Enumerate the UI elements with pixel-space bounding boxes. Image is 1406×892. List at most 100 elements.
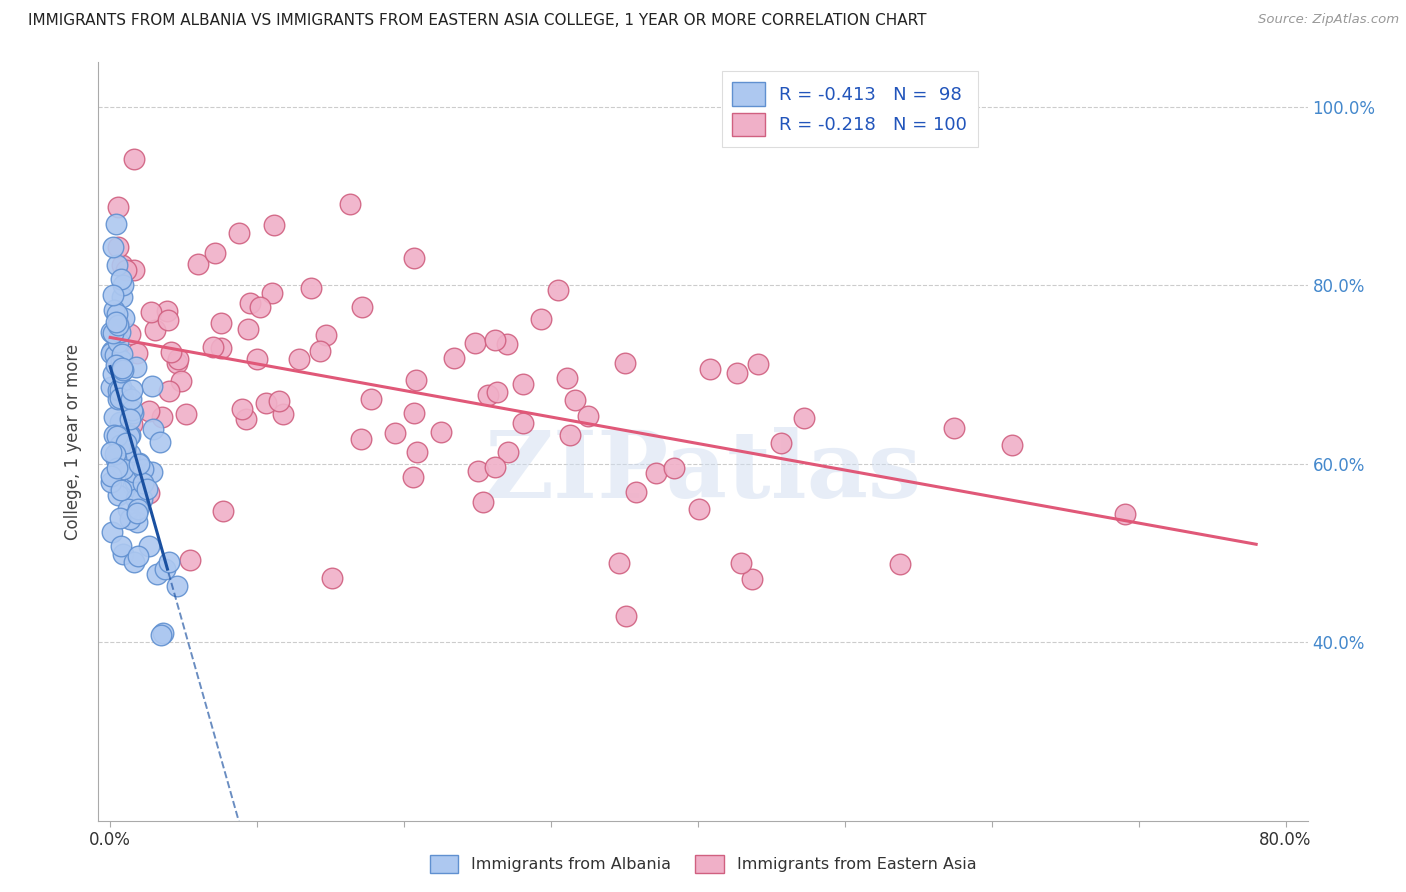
Point	[141, 465, 163, 479]
Point	[118, 447, 141, 461]
Y-axis label: College, 1 year or more: College, 1 year or more	[65, 343, 83, 540]
Point	[405, 373, 427, 387]
Point	[111, 361, 134, 376]
Point	[404, 406, 426, 420]
Point	[174, 408, 197, 422]
Point	[107, 444, 129, 458]
Point	[122, 465, 145, 479]
Point	[104, 447, 127, 461]
Text: Source: ZipAtlas.com: Source: ZipAtlas.com	[1258, 13, 1399, 27]
Point	[138, 539, 160, 553]
Point	[793, 411, 815, 425]
Point	[688, 502, 710, 516]
Point	[212, 504, 235, 518]
Point	[128, 457, 150, 471]
Point	[121, 403, 143, 417]
Point	[131, 475, 153, 490]
Point	[339, 197, 361, 211]
Point	[124, 474, 146, 488]
Point	[107, 349, 129, 363]
Point	[118, 411, 141, 425]
Point	[122, 153, 145, 167]
Point	[288, 351, 311, 366]
Point	[512, 416, 534, 430]
Point	[484, 460, 506, 475]
Point	[125, 359, 148, 374]
Point	[262, 285, 284, 300]
Point	[110, 360, 132, 375]
Point	[100, 445, 122, 459]
Point	[122, 555, 145, 569]
Point	[110, 437, 132, 451]
Point	[209, 316, 232, 330]
Point	[110, 539, 132, 553]
Point	[156, 313, 179, 327]
Point	[110, 415, 132, 429]
Point	[143, 323, 166, 337]
Point	[117, 502, 139, 516]
Point	[152, 626, 174, 640]
Point	[404, 251, 426, 265]
Point	[112, 462, 135, 476]
Point	[107, 200, 129, 214]
Point	[443, 351, 465, 365]
Point	[110, 365, 132, 379]
Point	[299, 281, 322, 295]
Point	[125, 491, 148, 506]
Point	[249, 301, 271, 315]
Point	[125, 506, 148, 520]
Text: IMMIGRANTS FROM ALBANIA VS IMMIGRANTS FROM EASTERN ASIA COLLEGE, 1 YEAR OR MORE : IMMIGRANTS FROM ALBANIA VS IMMIGRANTS FR…	[28, 13, 927, 29]
Point	[127, 346, 149, 360]
Point	[128, 456, 150, 470]
Point	[107, 383, 129, 397]
Point	[484, 333, 506, 347]
Point	[236, 322, 259, 336]
Point	[153, 562, 176, 576]
Point	[112, 547, 135, 561]
Point	[105, 258, 128, 272]
Point	[111, 354, 134, 368]
Point	[485, 384, 508, 399]
Point	[496, 337, 519, 351]
Point	[105, 461, 128, 475]
Point	[100, 344, 122, 359]
Point	[138, 486, 160, 500]
Point	[105, 217, 128, 231]
Point	[108, 325, 131, 339]
Point	[110, 389, 132, 403]
Point	[122, 263, 145, 277]
Point	[741, 572, 763, 586]
Point	[148, 434, 170, 449]
Point	[141, 422, 163, 436]
Point	[263, 218, 285, 232]
Point	[101, 367, 124, 381]
Point	[107, 358, 129, 372]
Point	[235, 412, 257, 426]
Point	[166, 356, 188, 370]
Point	[664, 461, 686, 475]
Legend: Immigrants from Albania, Immigrants from Eastern Asia: Immigrants from Albania, Immigrants from…	[423, 848, 983, 880]
Point	[112, 311, 135, 326]
Point	[101, 326, 124, 340]
Point	[120, 427, 142, 442]
Point	[110, 352, 132, 367]
Point	[576, 409, 599, 423]
Point	[477, 388, 499, 402]
Point	[160, 344, 183, 359]
Point	[110, 272, 132, 286]
Point	[496, 445, 519, 459]
Point	[547, 284, 569, 298]
Point	[239, 295, 262, 310]
Point	[118, 327, 141, 342]
Point	[100, 325, 122, 339]
Point	[747, 357, 769, 371]
Point	[146, 566, 169, 581]
Legend: R = -0.413   N =  98, R = -0.218   N = 100: R = -0.413 N = 98, R = -0.218 N = 100	[721, 71, 979, 147]
Point	[139, 304, 162, 318]
Point	[360, 392, 382, 406]
Point	[558, 428, 581, 442]
Point	[110, 384, 132, 398]
Point	[120, 512, 142, 526]
Point	[111, 346, 134, 360]
Point	[309, 344, 332, 359]
